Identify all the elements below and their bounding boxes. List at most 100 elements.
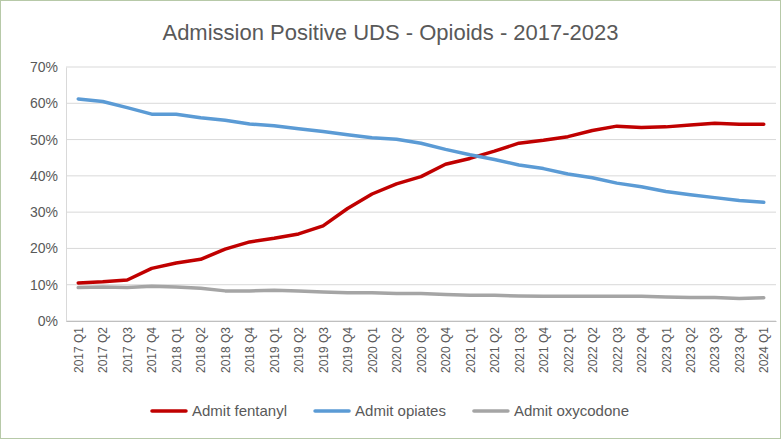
series-line [78,286,764,298]
x-tick-label: 2017 Q1 [72,327,86,373]
legend: Admit fentanyl Admit opiates Admit oxycodo… [152,402,629,419]
legend-label: Admit opiates [355,402,446,419]
grid-line [66,103,776,104]
x-tick-label: 2022 Q1 [562,327,576,373]
x-tick-label: 2021 Q1 [464,327,478,373]
y-tick-label: 40% [30,168,58,184]
y-tick-label: 0% [38,313,58,329]
x-tick-label: 2024 Q1 [757,327,771,373]
grid-line [66,212,776,213]
series-lines [78,99,764,299]
y-axis: 0% 10% 20% 30% 40% 50% 60% 70% [30,59,67,329]
plot: 0%10%20%30%40%50%60%70%2017 Q12017 Q2201… [30,59,777,373]
x-tick: 2022 Q2 [586,321,600,373]
x-tick-label: 2020 Q3 [415,327,429,373]
x-tick: 2019 Q3 [317,321,331,373]
x-tick: 2017 Q3 [121,321,135,373]
x-tick: 2017 Q1 [72,321,86,373]
x-tick-label: 2023 Q4 [733,327,747,373]
x-tick: 2021 Q3 [513,321,527,373]
x-tick: 2023 Q1 [660,321,674,373]
x-tick: 2018 Q3 [219,321,233,373]
y-tick-label: 60% [30,95,58,111]
x-tick: 2019 Q4 [341,321,355,373]
series-line [78,99,764,202]
x-tick: 2020 Q4 [439,321,453,373]
x-tick-label: 2023 Q3 [708,327,722,373]
x-tick: 2020 Q2 [390,321,404,373]
x-tick-label: 2023 Q2 [684,327,698,373]
x-tick-label: 2023 Q1 [660,327,674,373]
y-tick: 0% [38,313,66,329]
x-tick: 2018 Q1 [170,321,184,373]
legend-swatch [152,409,186,413]
x-tick: 2017 Q2 [96,321,110,373]
x-tick-label: 2018 Q4 [243,327,257,373]
y-axis-line [66,68,67,322]
x-tick: 2019 Q1 [268,321,282,373]
y-tick: 20% [30,240,66,256]
y-tick-label: 10% [30,277,58,293]
legend-label: Admit oxycodone [514,402,629,419]
y-tick: 60% [30,95,66,111]
x-tick: 2021 Q1 [464,321,478,373]
grid-line [66,67,776,68]
y-tick: 10% [30,277,66,293]
x-tick-label: 2019 Q3 [317,327,331,373]
x-tick-label: 2018 Q3 [219,327,233,373]
chart: Admission Positive UDS - Opioids - 2017-… [0,0,781,439]
y-tick: 40% [30,168,66,184]
y-tick-label: 30% [30,204,58,220]
x-tick: 2023 Q4 [733,321,747,373]
x-tick-label: 2021 Q4 [537,327,551,373]
x-tick: 2023 Q3 [708,321,722,373]
x-tick: 2017 Q4 [145,321,159,373]
y-tick: 50% [30,132,66,148]
legend-item: Admit fentanyl [152,402,287,419]
x-tick: 2021 Q2 [488,321,502,373]
y-tick: 70% [30,59,66,75]
x-tick-label: 2019 Q4 [341,327,355,373]
grid-line [66,139,776,140]
y-tick-label: 70% [30,59,58,75]
x-axis-line [67,321,777,322]
y-tick-label: 20% [30,240,58,256]
x-tick: 2022 Q3 [611,321,625,373]
grid [66,67,776,321]
legend-swatch [315,409,349,413]
x-tick: 2019 Q2 [292,321,306,373]
x-tick-label: 2021 Q2 [488,327,502,373]
legend-label: Admit fentanyl [192,402,287,419]
x-tick: 2018 Q4 [243,321,257,373]
x-tick-label: 2019 Q2 [292,327,306,373]
legend-swatch [474,409,508,413]
x-tick-label: 2022 Q2 [586,327,600,373]
title: Admission Positive UDS - Opioids - 2017-… [162,20,618,45]
grid-line [66,248,776,249]
x-tick-label: 2017 Q2 [96,327,110,373]
chart-border [1,1,781,439]
x-tick-label: 2019 Q1 [268,327,282,373]
x-tick: 2022 Q1 [562,321,576,373]
x-tick-label: 2020 Q4 [439,327,453,373]
x-tick: 2021 Q4 [537,321,551,373]
legend-item: Admit opiates [315,402,446,419]
x-tick: 2022 Q4 [635,321,649,373]
x-tick-label: 2017 Q4 [145,327,159,373]
legend-item: Admit oxycodone [474,402,629,419]
x-tick: 2024 Q1 [757,321,771,373]
x-tick: 2023 Q2 [684,321,698,373]
x-tick: 2020 Q1 [366,321,380,373]
x-tick-label: 2020 Q2 [390,327,404,373]
x-tick: 2020 Q3 [415,321,429,373]
x-axis: 2017 Q1 2017 Q2 2017 Q3 2017 Q4 2018 Q1 2018 … [67,321,777,373]
series-line [78,123,764,283]
grid-line [66,321,776,322]
x-tick-label: 2018 Q1 [170,327,184,373]
x-tick-label: 2021 Q3 [513,327,527,373]
x-tick-label: 2020 Q1 [366,327,380,373]
y-tick: 30% [30,204,66,220]
x-tick-label: 2022 Q4 [635,327,649,373]
x-tick-label: 2022 Q3 [611,327,625,373]
y-tick-label: 50% [30,132,58,148]
